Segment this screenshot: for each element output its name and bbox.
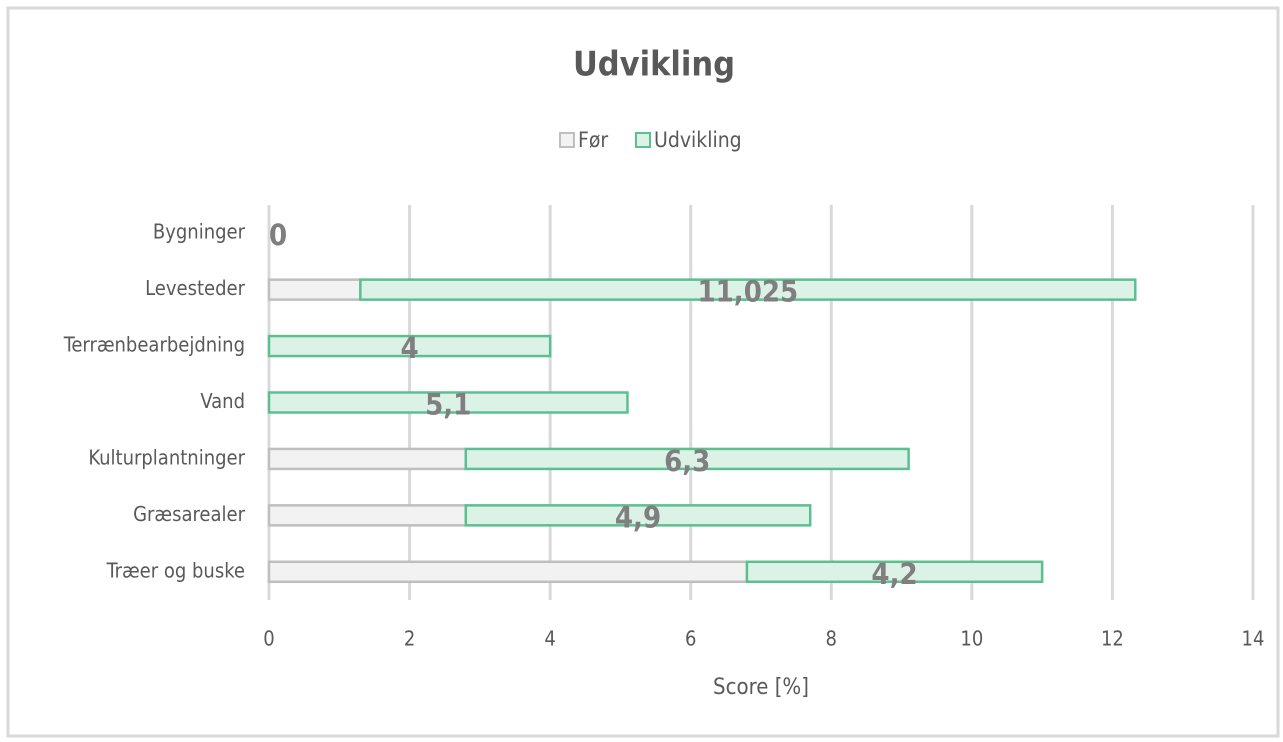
y-tick-label: Terrænbearbejdning xyxy=(63,333,245,357)
x-tick-label: 12 xyxy=(1101,627,1124,651)
bar xyxy=(464,447,910,471)
data-label: 4 xyxy=(400,331,418,365)
x-axis-title: Score [%] xyxy=(713,675,809,700)
data-label: 4,9 xyxy=(615,500,661,534)
x-tick-label: 6 xyxy=(685,627,696,651)
bar xyxy=(267,278,362,301)
bar xyxy=(267,391,629,414)
x-tick-label: 14 xyxy=(1242,627,1265,651)
bar xyxy=(267,447,468,471)
y-tick-label: Græsarealer xyxy=(133,502,246,526)
x-tick-label: 0 xyxy=(263,627,274,651)
bar xyxy=(267,504,468,527)
y-tick-label: Bygninger xyxy=(153,220,246,244)
y-tick-label: Levesteder xyxy=(145,276,245,300)
data-label: 5,1 xyxy=(425,388,471,422)
legend-label: Udvikling xyxy=(654,128,742,152)
legend-swatch xyxy=(559,132,575,148)
chart-title: Udvikling xyxy=(573,45,735,85)
bar xyxy=(359,278,1137,301)
bar xyxy=(745,560,1044,584)
x-tick-label: 2 xyxy=(404,627,415,651)
x-tick-label: 8 xyxy=(826,627,837,651)
bar xyxy=(464,504,812,527)
y-tick-label: Vand xyxy=(200,389,245,413)
x-tick-label: 4 xyxy=(544,627,555,651)
y-tick-label: Kulturplantninger xyxy=(88,445,245,469)
data-label: 4,2 xyxy=(871,557,917,591)
data-label: 6,3 xyxy=(664,444,710,478)
x-tick-label: 10 xyxy=(960,627,983,651)
data-label: 0 xyxy=(269,218,287,252)
y-tick-label: Træer og buske xyxy=(106,558,245,582)
chart-frame xyxy=(6,6,1280,738)
bar xyxy=(267,334,552,358)
legend-swatch xyxy=(635,132,651,148)
bar xyxy=(267,560,749,584)
data-label: 11,025 xyxy=(697,275,798,309)
legend-label: Før xyxy=(578,128,608,152)
